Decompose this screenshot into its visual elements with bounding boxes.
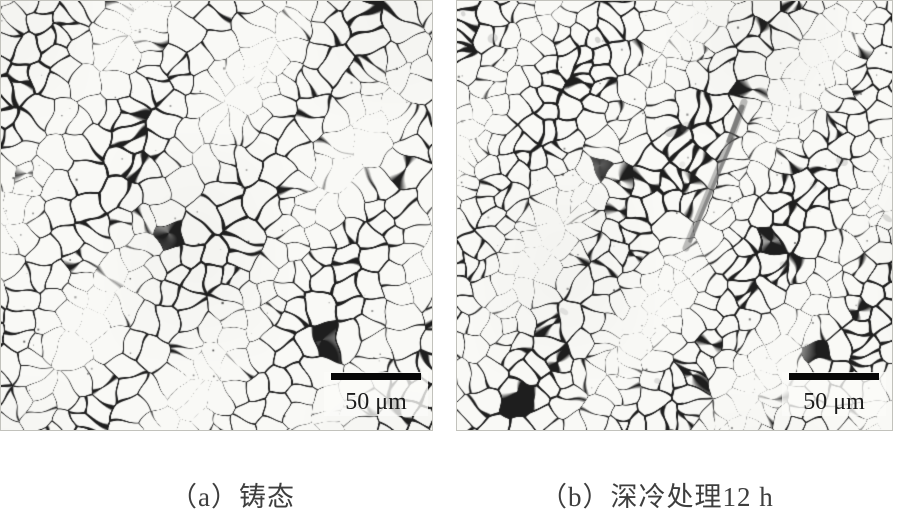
scale-bar-line-b: [789, 373, 879, 380]
caption-panel-b: （b）深冷处理12 h: [540, 482, 774, 512]
micrograph-canvas-a: [1, 1, 432, 430]
caption-panel-a: （a）铸态: [170, 482, 295, 512]
micrograph-canvas-b: [457, 1, 892, 430]
micrograph-panel-a: 50 μm: [0, 0, 433, 431]
scale-bar-line-a: [331, 373, 421, 380]
micrograph-panel-b: 50 μm: [456, 0, 893, 431]
scale-bar-label-a: 50 μm: [345, 389, 407, 415]
scale-bar-a: 50 μm: [324, 372, 428, 416]
scale-bar-b: 50 μm: [782, 372, 886, 416]
scale-bar-label-b: 50 μm: [803, 389, 865, 415]
